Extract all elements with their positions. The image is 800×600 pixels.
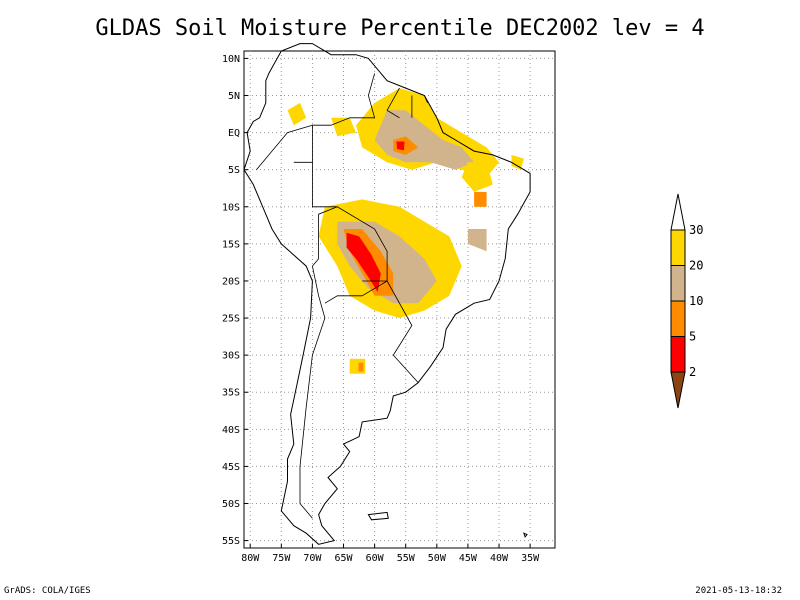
colorbar-label: 20 <box>689 259 703 273</box>
percentile-region <box>287 102 307 126</box>
coastline-layer <box>243 43 531 545</box>
lat-tick-label: EQ <box>228 128 240 139</box>
colorbar-segment-5-10 <box>670 300 686 337</box>
lat-tick-label: 5S <box>228 165 240 176</box>
lon-tick-label: 45W <box>459 553 478 564</box>
colorbar-label: 10 <box>689 294 703 308</box>
lat-tick-label: 30S <box>222 351 240 362</box>
country-border <box>386 87 400 119</box>
lon-tick-label: 35W <box>521 553 540 564</box>
country-border <box>256 124 313 170</box>
lon-tick-label: 40W <box>490 553 509 564</box>
lon-tick-label: 60W <box>366 553 385 564</box>
lon-tick-label: 70W <box>303 553 322 564</box>
footer-credit: GrADS: COLA/IGES <box>4 586 91 596</box>
percentile-region <box>474 191 487 207</box>
colorbar-segment-2-5 <box>670 336 686 373</box>
country-border <box>424 95 428 104</box>
colorbar-segment-20-30 <box>670 229 686 266</box>
lat-tick-label: 35S <box>222 388 240 399</box>
lat-tick-label: 10N <box>222 54 240 65</box>
axis-ticks: 10N 5N EQ 5S 10S 15S 20S 25S 30S 35S 40S 45S 50S 55S8… <box>222 54 540 564</box>
footer-timestamp: 2021-05-13-18:32 <box>695 586 782 596</box>
percentile-region <box>358 362 364 372</box>
country-border <box>299 266 326 519</box>
percentile-region <box>396 141 405 151</box>
colorbar-label: 5 <box>689 330 696 344</box>
colorbar-segment-10-20 <box>670 265 686 302</box>
lon-tick-label: 80W <box>241 553 260 564</box>
colorbar-segment-below-2 <box>670 371 686 409</box>
lat-tick-label: 40S <box>222 425 240 436</box>
south-georgia <box>523 532 528 538</box>
colorbar: 30 20 10 5 2 <box>670 193 703 409</box>
percentile-region <box>374 110 475 170</box>
lon-tick-label: 75W <box>272 553 291 564</box>
percentile-region <box>346 232 381 293</box>
country-border <box>324 295 363 304</box>
percentile-region <box>461 162 493 192</box>
map-title: GLDAS Soil Moisture Percentile DEC2002 l… <box>95 16 705 41</box>
percentile-region <box>467 229 487 252</box>
lon-tick-label: 65W <box>334 553 353 564</box>
percentile-region <box>511 154 524 170</box>
colorbar-label: 2 <box>689 365 696 379</box>
coastline <box>243 43 531 545</box>
colorbar-segment-above-30 <box>670 193 686 231</box>
lat-tick-label: 20S <box>222 276 240 287</box>
lat-tick-label: 15S <box>222 239 240 250</box>
lat-tick-label: 5N <box>228 91 240 102</box>
country-border <box>361 280 388 297</box>
lat-tick-label: 55S <box>222 536 240 547</box>
lon-tick-label: 55W <box>397 553 416 564</box>
country-border <box>293 161 419 383</box>
lat-tick-label: 50S <box>222 499 240 510</box>
percentile-region <box>393 136 419 155</box>
colorbar-label: 30 <box>689 223 703 237</box>
falkland-islands <box>367 511 389 521</box>
country-border <box>312 206 338 267</box>
lat-tick-label: 10S <box>222 202 240 213</box>
lat-tick-label: 45S <box>222 462 240 473</box>
lat-tick-label: 25S <box>222 314 240 325</box>
lon-tick-label: 50W <box>428 553 447 564</box>
